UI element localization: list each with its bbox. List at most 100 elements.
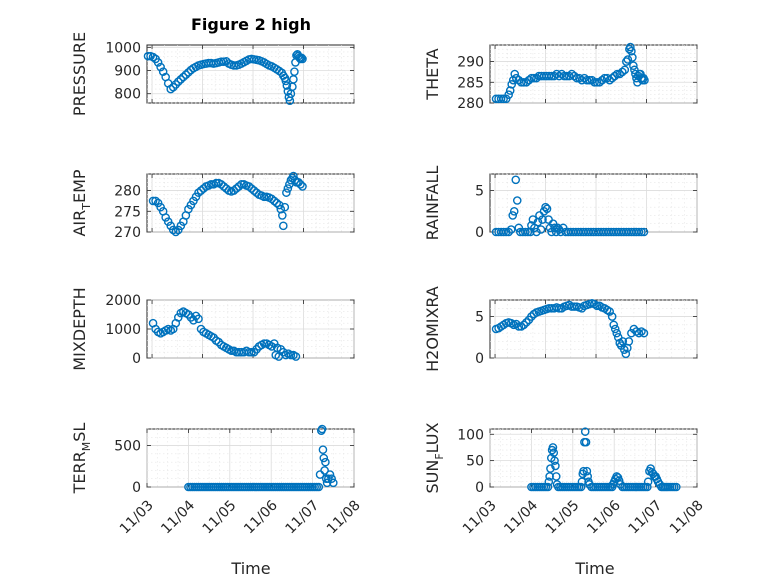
y-tick-label: 800	[114, 87, 141, 103]
data-point	[314, 482, 324, 492]
data-point	[629, 61, 638, 71]
data-point	[514, 75, 524, 85]
data-point	[244, 182, 254, 191]
data-point	[244, 347, 254, 357]
data-point	[544, 71, 554, 81]
series-markers	[527, 427, 681, 492]
data-point	[279, 221, 288, 231]
data-point	[194, 188, 203, 197]
data-point	[267, 194, 277, 204]
data-point	[605, 307, 614, 316]
data-point	[296, 180, 305, 189]
y-tick-label: 0	[475, 225, 484, 241]
data-point	[538, 215, 547, 224]
data-point	[575, 73, 584, 83]
data-point	[173, 313, 183, 322]
data-point	[549, 448, 559, 458]
y-tick-label: 100	[457, 427, 484, 443]
data-point	[506, 225, 516, 234]
y-tick-label: 280	[114, 184, 141, 200]
data-point	[528, 215, 538, 224]
x-axis-label-right: Time	[574, 559, 614, 578]
data-point	[579, 466, 588, 476]
data-point	[580, 73, 589, 83]
data-point	[259, 192, 269, 202]
y-tick-label: 290	[457, 55, 484, 71]
data-point	[590, 77, 599, 87]
data-point	[321, 457, 330, 467]
data-point	[550, 456, 559, 465]
grid	[147, 45, 355, 104]
data-point	[629, 324, 639, 334]
data-point	[627, 46, 636, 56]
grid	[490, 44, 698, 104]
data-point	[612, 69, 622, 79]
data-point	[587, 75, 597, 85]
data-point	[327, 474, 336, 484]
data-point	[610, 71, 620, 81]
y-axis-label: SUNFLUX	[423, 422, 446, 493]
data-point	[504, 227, 513, 237]
data-point	[567, 69, 577, 79]
data-point	[179, 72, 188, 82]
data-point	[580, 427, 590, 436]
data-point	[510, 69, 520, 79]
y-tick-label: 285	[457, 75, 484, 91]
data-point	[549, 71, 559, 81]
data-point	[181, 70, 191, 79]
series-markers	[491, 175, 649, 237]
data-point	[576, 482, 586, 492]
data-point	[630, 65, 639, 75]
data-point	[581, 437, 591, 447]
data-point	[499, 94, 508, 104]
y-axis-label: THETA	[423, 48, 442, 100]
data-point	[551, 472, 561, 481]
data-point	[499, 227, 508, 237]
y-axis-label-subscript: M	[80, 442, 93, 452]
data-point	[544, 477, 554, 487]
data-point	[521, 227, 530, 237]
y-axis-label-main: TERR	[70, 451, 89, 494]
data-point	[617, 67, 627, 77]
data-point	[501, 227, 511, 237]
data-point	[640, 75, 649, 85]
y-axis-label: MIXDEPTH	[70, 287, 89, 370]
data-point	[274, 200, 284, 210]
y-axis-label: TERRMSL	[70, 423, 93, 495]
data-point	[646, 464, 655, 473]
data-point	[184, 68, 193, 77]
data-point	[505, 86, 515, 95]
data-point	[610, 324, 620, 334]
data-point	[153, 58, 163, 67]
data-point	[219, 182, 229, 191]
data-point	[622, 57, 631, 66]
axes-box	[489, 44, 698, 104]
subplot-h2omixra: 0 5 H2OMIXRA	[423, 286, 698, 372]
data-point	[618, 337, 628, 346]
series-markers	[143, 49, 307, 105]
y-tick-label: 0	[132, 480, 141, 496]
y-axis-label-main: SUN	[423, 460, 442, 494]
data-point	[249, 186, 259, 195]
y-axis-label-rest: LUX	[423, 422, 442, 453]
data-point	[517, 77, 526, 87]
subplot-theta: 280 285 290 THETA	[423, 42, 698, 112]
y-tick-label: 270	[114, 225, 141, 241]
data-point	[324, 474, 333, 484]
data-point	[582, 466, 592, 476]
data-point	[276, 204, 286, 214]
data-point	[519, 320, 529, 330]
data-point	[297, 53, 306, 63]
y-tick-label: 0	[132, 351, 141, 367]
data-point	[229, 186, 239, 195]
data-point	[278, 211, 287, 220]
data-point	[620, 65, 630, 75]
data-point	[524, 75, 534, 85]
data-point	[216, 57, 226, 67]
y-axis-label-rest: SL	[70, 423, 89, 442]
series-markers	[491, 299, 649, 359]
data-point	[504, 90, 513, 100]
x-axis-label-left: Time	[230, 559, 270, 578]
y-tick-label: 1000	[105, 40, 141, 56]
